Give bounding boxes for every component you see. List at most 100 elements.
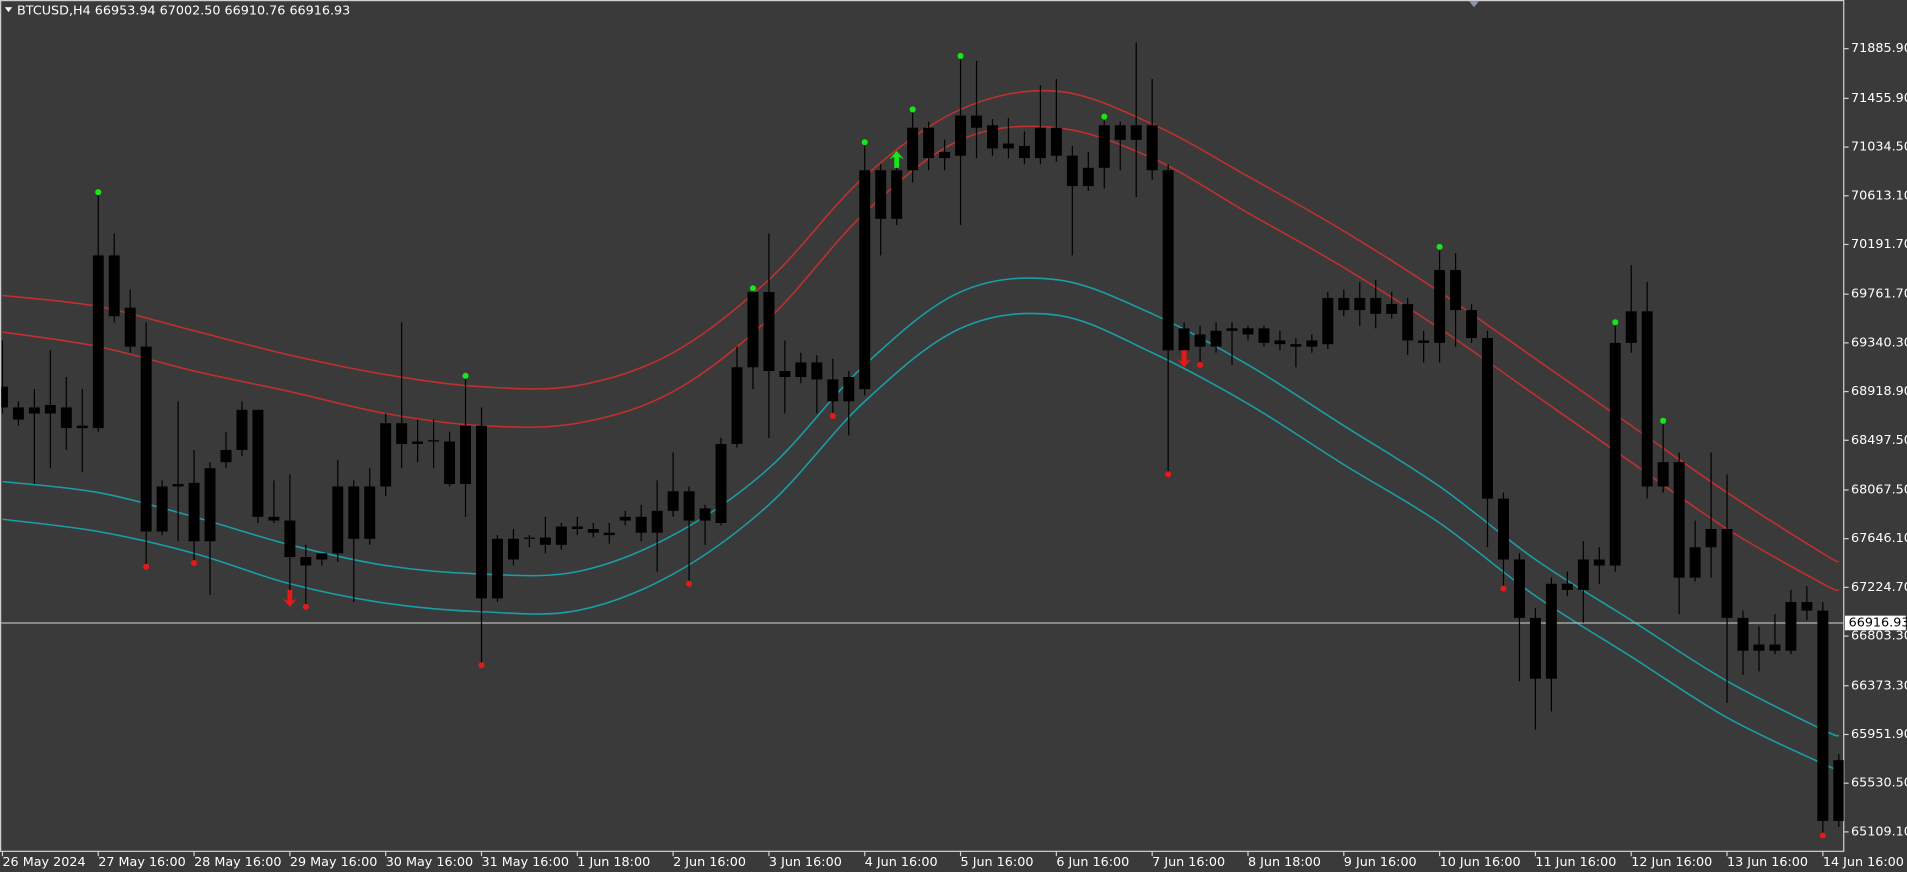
candle-body bbox=[1242, 328, 1254, 335]
candle-body bbox=[204, 468, 216, 542]
low-signal-dot bbox=[1197, 361, 1204, 368]
buy-arrow bbox=[889, 150, 904, 168]
candle-body bbox=[1450, 269, 1462, 311]
candle-body bbox=[1609, 342, 1621, 566]
candle-body bbox=[699, 508, 711, 521]
candle-body bbox=[1162, 170, 1174, 351]
y-tick-label: 71034.50 bbox=[1851, 140, 1907, 155]
x-tick-label: 27 May 16:00 bbox=[98, 855, 185, 870]
candle-body bbox=[1482, 338, 1493, 499]
candle-body bbox=[923, 127, 935, 159]
candle-body bbox=[1354, 297, 1366, 311]
candle-body bbox=[1386, 304, 1398, 314]
candle-body bbox=[1545, 583, 1557, 679]
candle-body bbox=[1402, 304, 1414, 341]
candle-body bbox=[220, 449, 232, 463]
candle-body bbox=[1673, 462, 1685, 578]
y-tick-label: 69761.70 bbox=[1851, 287, 1907, 302]
candle-body bbox=[1194, 334, 1206, 347]
candle-body bbox=[1290, 344, 1302, 347]
candle-body bbox=[124, 307, 136, 347]
x-tick-label: 31 May 16:00 bbox=[482, 855, 569, 870]
y-tick-label: 70191.70 bbox=[1851, 237, 1907, 252]
candle-body bbox=[1034, 127, 1046, 159]
candle-body bbox=[491, 538, 503, 599]
y-tick-label: 70613.10 bbox=[1851, 188, 1907, 203]
candle-body bbox=[364, 486, 376, 539]
candle-body bbox=[1018, 145, 1030, 159]
x-tick-label: 29 May 16:00 bbox=[290, 855, 377, 870]
candle-body bbox=[1082, 167, 1094, 187]
candle-body bbox=[1721, 528, 1733, 618]
y-tick-label: 66803.30 bbox=[1851, 629, 1907, 644]
low-signal-dot bbox=[829, 412, 836, 419]
candle-body bbox=[1178, 328, 1190, 351]
candle-body bbox=[747, 291, 759, 368]
y-tick-label: 68918.90 bbox=[1851, 384, 1907, 399]
candle-body bbox=[1833, 760, 1844, 821]
candle-body bbox=[1098, 125, 1110, 168]
candle-body bbox=[683, 491, 695, 521]
candle-body bbox=[1226, 328, 1238, 331]
candle-body bbox=[523, 537, 535, 539]
candle-body bbox=[1466, 310, 1478, 339]
candle-body bbox=[731, 367, 743, 444]
low-signal-dot bbox=[191, 560, 198, 567]
candle-body bbox=[1689, 547, 1701, 578]
x-tick-label: 10 Jun 16:00 bbox=[1440, 855, 1521, 870]
candle-body bbox=[987, 125, 998, 149]
candle-body bbox=[1737, 617, 1749, 651]
sell-arrow bbox=[1176, 350, 1192, 368]
candle-body bbox=[1513, 559, 1525, 618]
candle-body bbox=[1577, 559, 1589, 590]
candle-body bbox=[1066, 155, 1078, 187]
y-tick-label: 69340.30 bbox=[1851, 335, 1907, 350]
y-tick-label: 66373.30 bbox=[1851, 678, 1907, 693]
low-signal-dot bbox=[1165, 471, 1172, 478]
candle-body bbox=[12, 407, 24, 420]
x-tick-label: 5 Jun 16:00 bbox=[961, 855, 1034, 870]
band-line bbox=[2, 312, 1840, 771]
candle-body bbox=[1593, 559, 1605, 566]
candle-body bbox=[1370, 297, 1382, 314]
candle-body bbox=[1274, 340, 1286, 345]
candle-body bbox=[28, 407, 40, 414]
menu-arrow bbox=[4, 7, 13, 13]
candle-body bbox=[555, 526, 567, 545]
candle-body bbox=[667, 491, 679, 511]
candle-body bbox=[715, 443, 727, 523]
y-tick-label: 65951.90 bbox=[1851, 727, 1907, 742]
candle-body bbox=[1817, 610, 1829, 821]
candle-body bbox=[1050, 127, 1062, 156]
candle-body bbox=[1130, 125, 1142, 140]
x-tick-label: 3 Jun 16:00 bbox=[769, 855, 842, 870]
candle-body bbox=[971, 115, 982, 128]
high-signal-dot bbox=[749, 285, 757, 292]
candle-body bbox=[827, 379, 839, 402]
symbol-header: BTCUSD,H4 66953.94 67002.50 66910.76 669… bbox=[17, 3, 350, 18]
candle-body bbox=[635, 516, 647, 533]
candle-body bbox=[795, 362, 807, 378]
candle-body bbox=[619, 516, 631, 521]
candle-body bbox=[348, 486, 360, 539]
plot-frame bbox=[0, 0, 1845, 852]
candle-body bbox=[587, 528, 599, 533]
current-price-box bbox=[1844, 615, 1906, 631]
candle-body bbox=[380, 423, 392, 487]
low-signal-dot bbox=[1819, 832, 1826, 839]
candle-body bbox=[140, 346, 152, 532]
current-price-label: 66916.93 bbox=[1849, 615, 1907, 630]
candle-body bbox=[92, 255, 104, 429]
low-signal-dot bbox=[686, 580, 693, 587]
candle-body bbox=[907, 127, 919, 171]
candle-body bbox=[875, 170, 887, 219]
x-tick-label: 28 May 16:00 bbox=[194, 855, 281, 870]
x-tick-label: 2 Jun 16:00 bbox=[673, 855, 746, 870]
x-tick-label: 1 Jun 18:00 bbox=[577, 855, 650, 870]
x-tick-label: 4 Jun 16:00 bbox=[865, 855, 938, 870]
y-tick-label: 67224.70 bbox=[1851, 580, 1907, 595]
candle-body bbox=[300, 557, 312, 566]
